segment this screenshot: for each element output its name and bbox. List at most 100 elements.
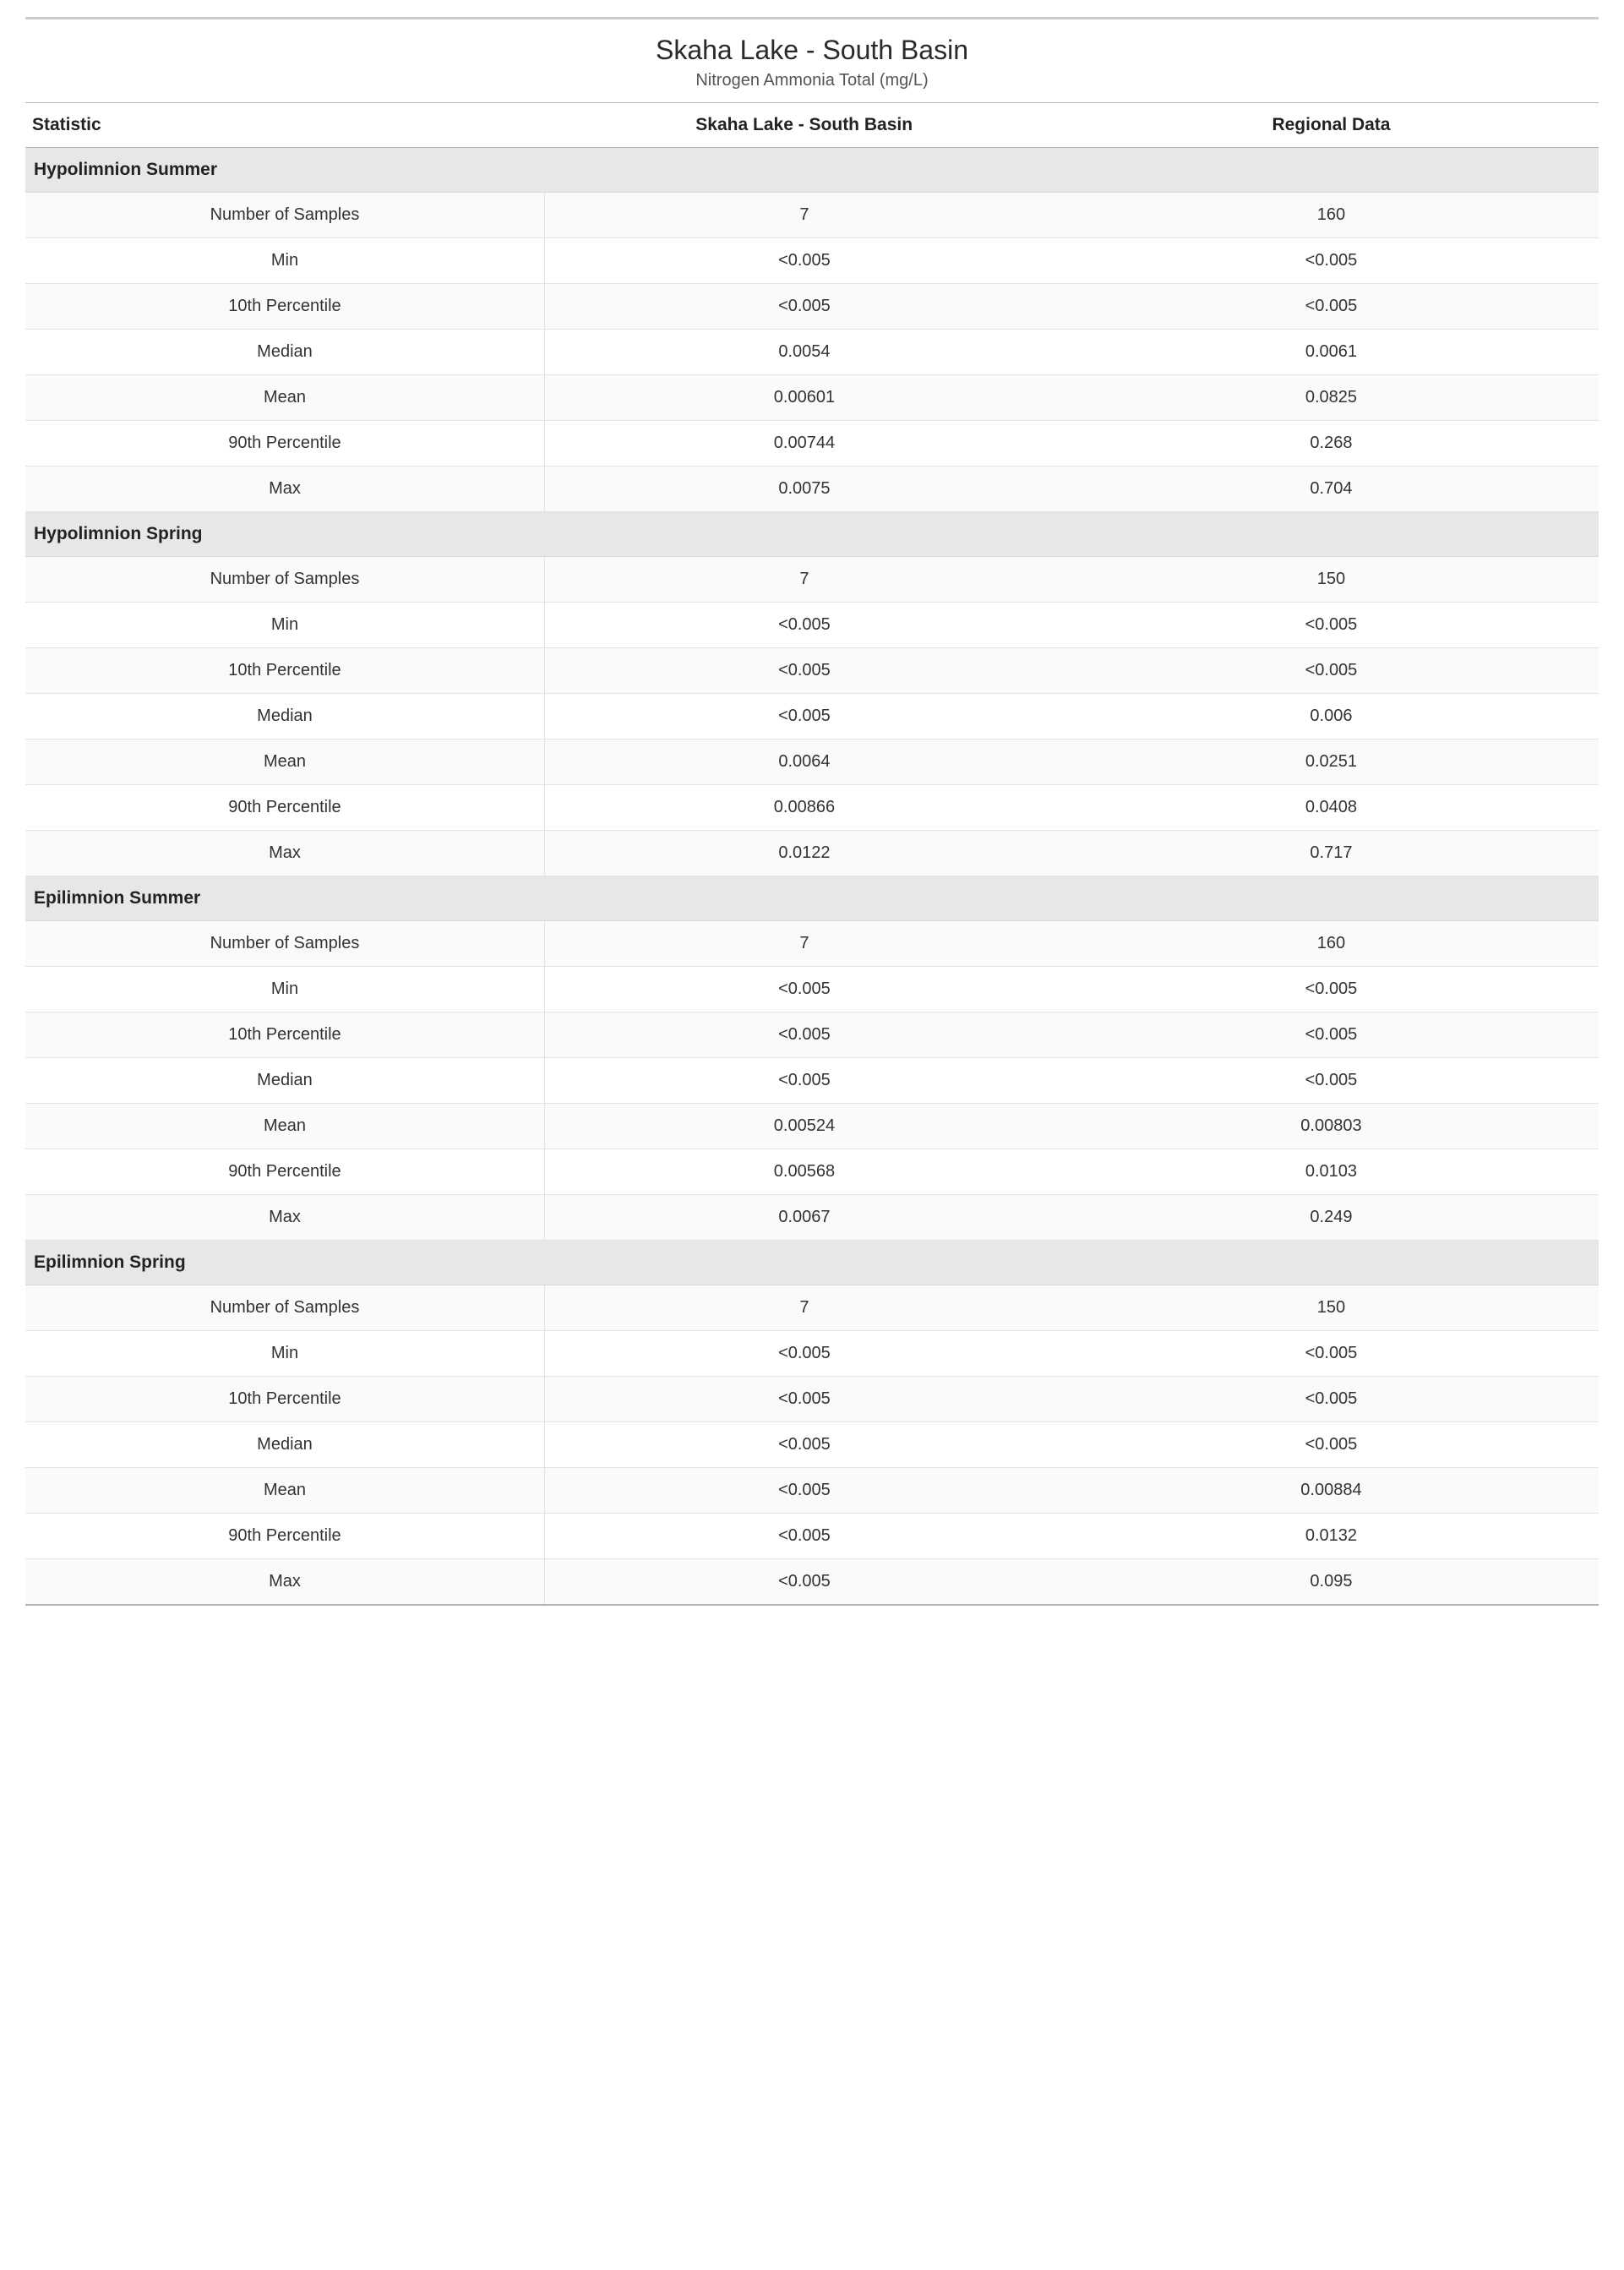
statistic-label-cell: Mean <box>25 375 544 421</box>
table-row: Mean0.00640.0251 <box>25 739 1599 785</box>
table-row: Number of Samples7150 <box>25 557 1599 603</box>
section-header-row: Epilimnion Spring <box>25 1241 1599 1285</box>
site-value-cell: 0.0054 <box>544 330 1063 375</box>
statistic-label-cell: 10th Percentile <box>25 1012 544 1058</box>
site-value-cell: <0.005 <box>544 238 1063 284</box>
table-row: Max0.00670.249 <box>25 1195 1599 1241</box>
column-header-statistic: Statistic <box>25 103 544 148</box>
statistic-label-cell: Number of Samples <box>25 193 544 238</box>
regional-value-cell: 0.704 <box>1064 467 1599 512</box>
site-value-cell: <0.005 <box>544 603 1063 648</box>
table-row: Median<0.0050.006 <box>25 694 1599 739</box>
statistic-label-cell: Number of Samples <box>25 1285 544 1331</box>
regional-value-cell: 150 <box>1064 1285 1599 1331</box>
statistic-label-cell: 90th Percentile <box>25 1149 544 1195</box>
statistic-label-cell: Median <box>25 1058 544 1104</box>
table-row: Max0.01220.717 <box>25 831 1599 876</box>
regional-value-cell: 160 <box>1064 921 1599 967</box>
table-row: Min<0.005<0.005 <box>25 238 1599 284</box>
site-value-cell: 0.00568 <box>544 1149 1063 1195</box>
site-value-cell: 7 <box>544 193 1063 238</box>
title-section: Skaha Lake - South Basin Nitrogen Ammoni… <box>25 19 1599 102</box>
statistic-label-cell: 90th Percentile <box>25 1514 544 1559</box>
table-header-row: Statistic Skaha Lake - South Basin Regio… <box>25 103 1599 148</box>
statistic-label-cell: 90th Percentile <box>25 421 544 467</box>
section-header-label: Epilimnion Summer <box>25 876 1599 921</box>
site-value-cell: 0.00524 <box>544 1104 1063 1149</box>
regional-value-cell: 150 <box>1064 557 1599 603</box>
regional-value-cell: <0.005 <box>1064 1422 1599 1468</box>
statistic-label-cell: 10th Percentile <box>25 284 544 330</box>
regional-value-cell: 0.00803 <box>1064 1104 1599 1149</box>
regional-value-cell: <0.005 <box>1064 1331 1599 1377</box>
statistic-label-cell: 10th Percentile <box>25 1377 544 1422</box>
site-value-cell: <0.005 <box>544 1058 1063 1104</box>
table-row: Number of Samples7160 <box>25 921 1599 967</box>
site-value-cell: 0.00866 <box>544 785 1063 831</box>
table-section: Hypolimnion SummerNumber of Samples7160M… <box>25 148 1599 512</box>
table-row: Mean0.005240.00803 <box>25 1104 1599 1149</box>
table-section: Epilimnion SummerNumber of Samples7160Mi… <box>25 876 1599 1241</box>
table-row: Median<0.005<0.005 <box>25 1422 1599 1468</box>
regional-value-cell: 0.00884 <box>1064 1468 1599 1514</box>
report-subtitle: Nitrogen Ammonia Total (mg/L) <box>25 71 1599 90</box>
statistic-label-cell: Min <box>25 238 544 284</box>
site-value-cell: <0.005 <box>544 1468 1063 1514</box>
table-row: 90th Percentile0.007440.268 <box>25 421 1599 467</box>
statistic-label-cell: Min <box>25 603 544 648</box>
site-value-cell: <0.005 <box>544 1377 1063 1422</box>
regional-value-cell: 0.717 <box>1064 831 1599 876</box>
statistic-label-cell: Max <box>25 831 544 876</box>
table-row: Max<0.0050.095 <box>25 1559 1599 1606</box>
table-row: Mean0.006010.0825 <box>25 375 1599 421</box>
site-value-cell: 0.0075 <box>544 467 1063 512</box>
table-row: 10th Percentile<0.005<0.005 <box>25 1012 1599 1058</box>
statistic-label-cell: Number of Samples <box>25 921 544 967</box>
table-row: Max0.00750.704 <box>25 467 1599 512</box>
report-title: Skaha Lake - South Basin <box>25 35 1599 66</box>
table-section: Epilimnion SpringNumber of Samples7150Mi… <box>25 1241 1599 1606</box>
regional-value-cell: 0.0408 <box>1064 785 1599 831</box>
statistic-label-cell: Mean <box>25 1468 544 1514</box>
regional-value-cell: 0.0132 <box>1064 1514 1599 1559</box>
regional-value-cell: 0.268 <box>1064 421 1599 467</box>
regional-value-cell: <0.005 <box>1064 238 1599 284</box>
table-row: 10th Percentile<0.005<0.005 <box>25 648 1599 694</box>
table-row: Number of Samples7150 <box>25 1285 1599 1331</box>
table-row: Median0.00540.0061 <box>25 330 1599 375</box>
site-value-cell: <0.005 <box>544 1422 1063 1468</box>
site-value-cell: <0.005 <box>544 1012 1063 1058</box>
site-value-cell: <0.005 <box>544 967 1063 1012</box>
statistic-label-cell: Min <box>25 967 544 1012</box>
section-header-row: Epilimnion Summer <box>25 876 1599 921</box>
table-row: 10th Percentile<0.005<0.005 <box>25 1377 1599 1422</box>
table-row: 10th Percentile<0.005<0.005 <box>25 284 1599 330</box>
table-row: Number of Samples7160 <box>25 193 1599 238</box>
regional-value-cell: 0.249 <box>1064 1195 1599 1241</box>
regional-value-cell: <0.005 <box>1064 648 1599 694</box>
site-value-cell: <0.005 <box>544 284 1063 330</box>
statistics-table: Statistic Skaha Lake - South Basin Regio… <box>25 102 1599 1606</box>
statistic-label-cell: Max <box>25 467 544 512</box>
statistic-label-cell: 10th Percentile <box>25 648 544 694</box>
site-value-cell: <0.005 <box>544 1514 1063 1559</box>
table-section: Hypolimnion SpringNumber of Samples7150M… <box>25 512 1599 876</box>
statistic-label-cell: Mean <box>25 1104 544 1149</box>
regional-value-cell: 0.095 <box>1064 1559 1599 1606</box>
regional-value-cell: <0.005 <box>1064 967 1599 1012</box>
site-value-cell: 0.0122 <box>544 831 1063 876</box>
site-value-cell: <0.005 <box>544 1331 1063 1377</box>
section-header-label: Hypolimnion Spring <box>25 512 1599 557</box>
regional-value-cell: <0.005 <box>1064 603 1599 648</box>
table-row: 90th Percentile0.008660.0408 <box>25 785 1599 831</box>
site-value-cell: 0.00744 <box>544 421 1063 467</box>
regional-value-cell: 0.0251 <box>1064 739 1599 785</box>
site-value-cell: 0.00601 <box>544 375 1063 421</box>
site-value-cell: <0.005 <box>544 1559 1063 1606</box>
regional-value-cell: 0.0103 <box>1064 1149 1599 1195</box>
report-container: Skaha Lake - South Basin Nitrogen Ammoni… <box>25 17 1599 1606</box>
regional-value-cell: 0.0061 <box>1064 330 1599 375</box>
table-row: Min<0.005<0.005 <box>25 603 1599 648</box>
table-row: Mean<0.0050.00884 <box>25 1468 1599 1514</box>
column-header-regional: Regional Data <box>1064 103 1599 148</box>
